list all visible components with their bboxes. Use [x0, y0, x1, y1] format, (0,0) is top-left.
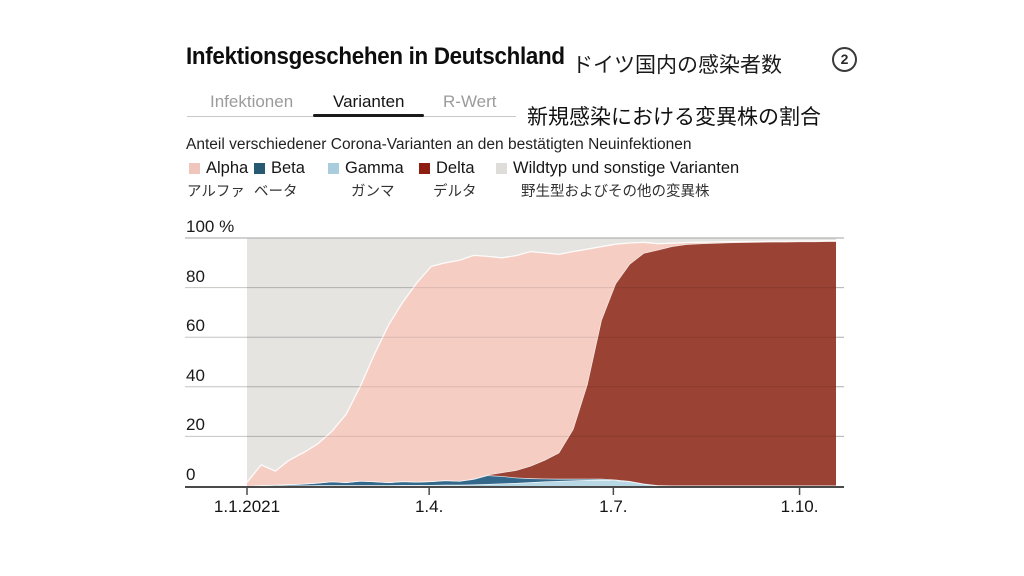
tab-varianten[interactable]: Varianten [333, 92, 405, 111]
x-axis-label: 1.10. [780, 497, 819, 516]
beta-area [247, 475, 836, 486]
slide-number-badge: 2 [832, 47, 857, 72]
legend-label-jp: ベータ [254, 184, 298, 200]
alpha-swatch-icon [189, 163, 200, 174]
beta-swatch-icon [254, 163, 265, 174]
legend-item-wildtyp: Wildtyp und sonstige Varianten 野生型およびその他… [493, 159, 739, 201]
area-boundary [246, 240, 836, 483]
delta-swatch-icon [419, 163, 430, 174]
page-title-japanese: ドイツ国内の感染者数 [572, 54, 782, 77]
legend-label-jp: デルタ [433, 184, 477, 200]
legend-label: Wildtyp und sonstige Varianten [513, 159, 740, 177]
y-axis-label: 60 [186, 316, 205, 336]
legend-label-jp: ガンマ [351, 184, 395, 200]
alpha-area [247, 240, 836, 486]
legend-item-alpha: Alpha アルファ [186, 159, 248, 201]
y-axis-label: 80 [186, 266, 205, 286]
legend-item-gamma: Gamma ガンマ [325, 159, 404, 201]
gamma-area [247, 479, 836, 486]
active-tab-underline [313, 114, 424, 117]
x-axis-label: 1.7. [599, 497, 628, 516]
y-axis-label: 100 % [186, 217, 235, 236]
y-axis-label: 0 [186, 465, 196, 484]
y-axis-label: 20 [186, 415, 205, 435]
x-axis-label: 1.1.2021 [213, 497, 281, 516]
legend-label: Alpha [206, 159, 249, 177]
page-title: Infektionsgeschehen in Deutschland [186, 43, 565, 70]
legend-label: Beta [271, 159, 305, 177]
x-axis-label: 1.4. [414, 497, 444, 516]
wildtyp-swatch-icon [496, 163, 507, 174]
subtitle-japanese: 新規感染における変異株の割合 [527, 106, 821, 129]
tab-infektionen[interactable]: Infektionen [210, 92, 294, 111]
legend-label-jp: アルファ [187, 184, 245, 200]
y-axis-label: 40 [186, 365, 205, 385]
legend-label-jp: 野生型およびその他の変異株 [521, 184, 710, 200]
delta-area [247, 241, 836, 486]
legend-label: Gamma [345, 159, 404, 177]
tab-r-wert[interactable]: R-Wert [443, 92, 497, 111]
legend-item-delta: Delta デルタ [416, 159, 477, 201]
legend-label: Delta [436, 159, 475, 177]
chart-heading: Anteil verschiedener Corona-Varianten an… [186, 136, 692, 153]
legend-item-beta: Beta ベータ [251, 159, 305, 201]
gamma-swatch-icon [328, 163, 339, 174]
